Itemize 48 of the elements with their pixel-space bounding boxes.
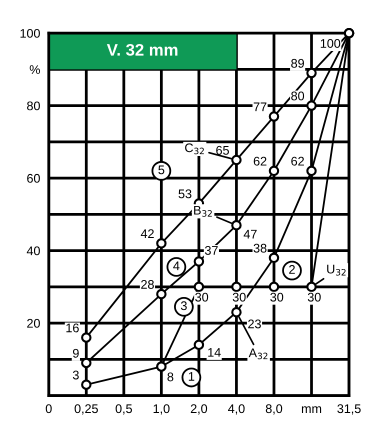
y-tick-label: 60 <box>27 174 40 183</box>
data-label: 77 <box>254 102 266 112</box>
y-tick-label: 100 <box>20 28 40 38</box>
annotation: 1 <box>188 372 194 381</box>
data-label: 30 <box>195 292 208 302</box>
data-label: 23 <box>248 320 261 328</box>
data-label: 30 <box>270 292 284 302</box>
data-label: 30 <box>308 292 321 302</box>
data-label: 89 <box>291 58 304 68</box>
y-tick-label: 80 <box>27 101 40 110</box>
data-label: 62 <box>254 156 266 166</box>
data-label: 9 <box>72 348 79 358</box>
annotation: A$_{32}$ <box>248 348 268 360</box>
x-tick-label: 8,0 <box>266 404 282 415</box>
text: V. 32 mm <box>106 44 178 56</box>
annotation: U$_{32}$ <box>327 264 346 276</box>
annotation: 2 <box>289 265 295 274</box>
data-label: 37 <box>204 246 218 255</box>
data-label: 62 <box>291 156 304 166</box>
data-label: 38 <box>254 244 266 253</box>
annotation: 3 <box>180 301 187 310</box>
data-label: 100 <box>320 39 340 48</box>
data-label: 14 <box>208 348 221 357</box>
data-label: 16 <box>66 324 79 332</box>
data-label: 28 <box>141 280 154 289</box>
data-label: 30 <box>232 292 246 302</box>
data-label: 53 <box>178 189 192 198</box>
x-tick-label: 1,0 <box>154 404 170 415</box>
annotation: C$_{32}$ <box>185 143 204 154</box>
y-tick-label: 40 <box>26 246 40 256</box>
annotation: 5 <box>158 166 164 174</box>
data-label: 42 <box>140 229 154 238</box>
x-tick-label: mm <box>302 406 322 413</box>
data-label: 47 <box>244 230 257 238</box>
x-tick-label: 0 <box>46 404 52 414</box>
x-tick-label: 31,5 <box>337 404 361 415</box>
x-tick-label: 2,0 <box>190 404 208 415</box>
data-label: 80 <box>291 92 304 100</box>
data-label: 3 <box>72 370 79 380</box>
y-tick-label: % <box>30 65 40 74</box>
x-tick-label: 4,0 <box>228 404 245 415</box>
data-label: 8 <box>167 372 174 382</box>
annotation: B$_{32}$ <box>194 206 212 217</box>
x-tick-label: 0,5 <box>116 404 132 415</box>
annotation: 4 <box>173 262 180 270</box>
data-label: 65 <box>216 146 229 155</box>
y-tick-label: 20 <box>27 318 40 328</box>
x-tick-label: 0,25 <box>74 404 98 415</box>
